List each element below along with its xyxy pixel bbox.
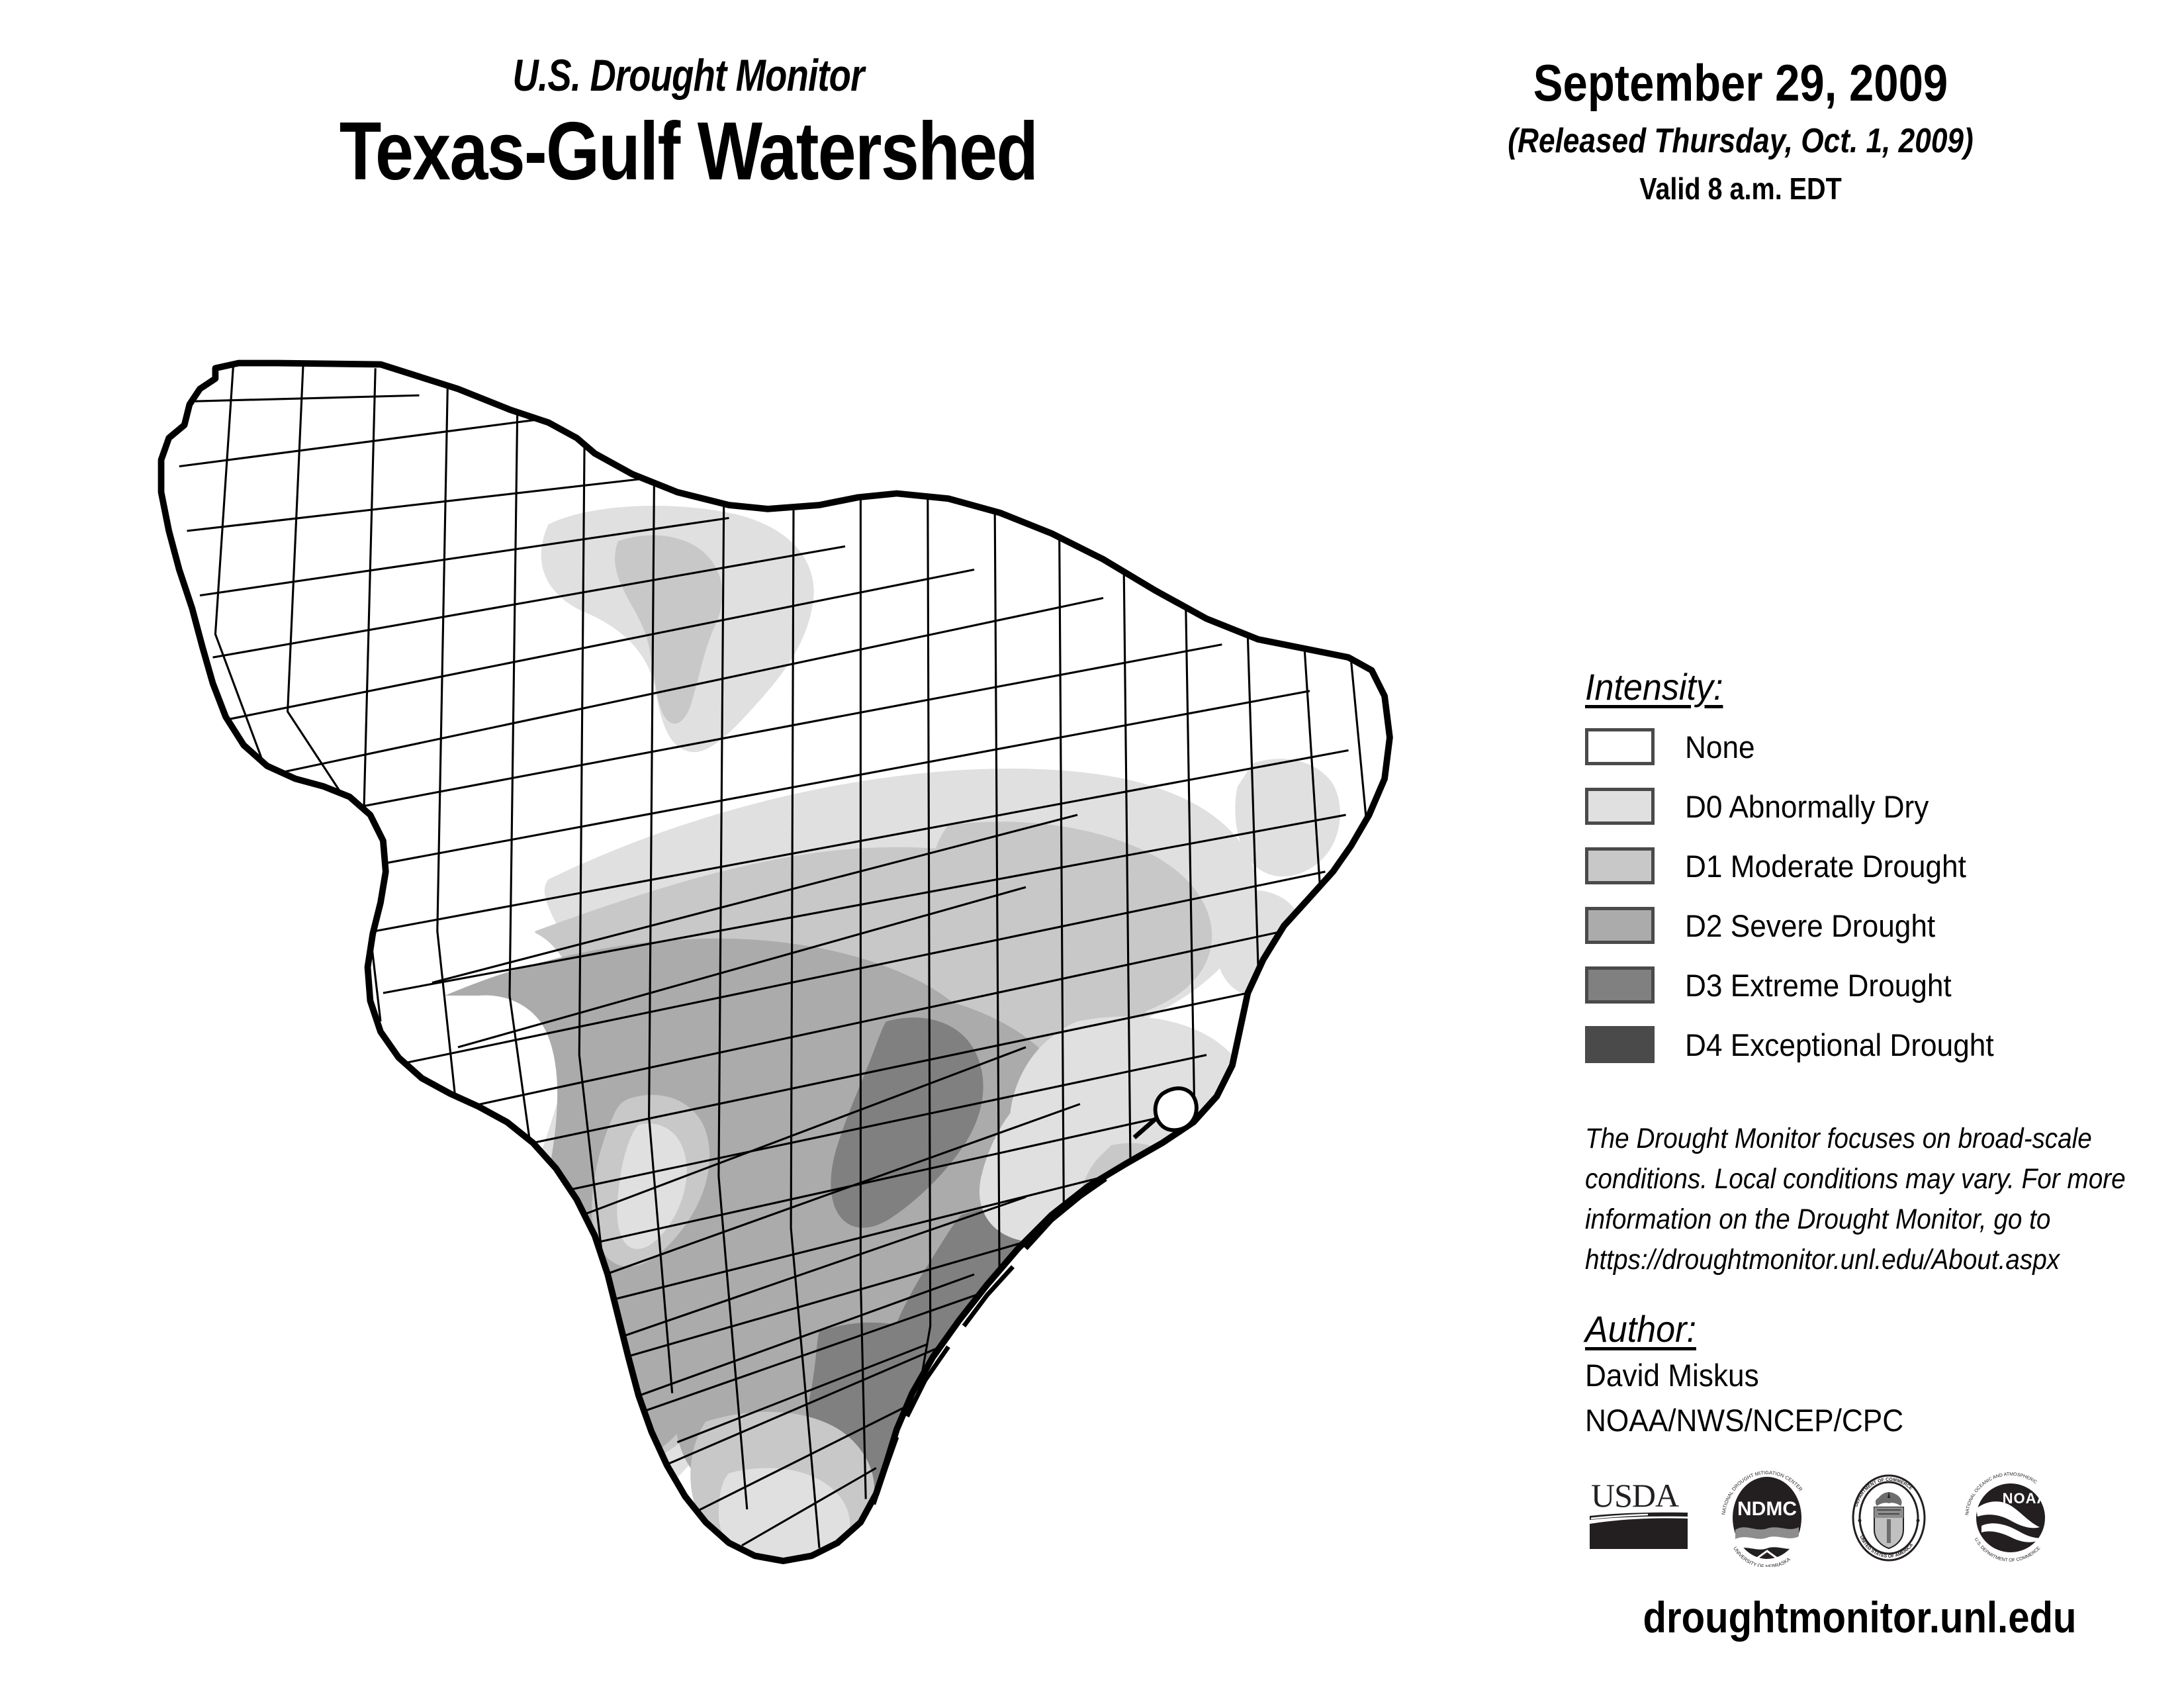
legend-swatch-none [1585,728,1655,765]
galveston-bay [1153,1086,1199,1133]
legend-label-d3: D3 Extreme Drought [1685,967,1952,1003]
legend-item-d1[interactable]: D1 Moderate Drought [1585,842,2101,890]
doc-logo[interactable]: DEPARTMENT OF COMMERCE UNITED STATES OF … [1840,1469,1938,1570]
drought-monitor-supertitle: U.S. Drought Monitor [512,50,865,101]
drought-map[interactable] [119,324,1416,1615]
date-block: September 29, 2009 (Released Thursday, O… [1443,56,2038,206]
author-block: Author: David Miskus NOAA/NWS/NCEP/CPC [1585,1307,2115,1440]
author-affiliation: NOAA/NWS/NCEP/CPC [1585,1403,1904,1438]
legend-swatch-d4 [1585,1026,1655,1063]
legend-label-d2: D2 Severe Drought [1685,908,1936,943]
legend-swatch-d3 [1585,966,1655,1004]
drought-area-d3-central [831,1017,983,1228]
author-name: David Miskus [1585,1358,1759,1393]
legend-label-none: None [1685,729,1755,765]
legend-label-d0: D0 Abnormally Dry [1685,788,1929,824]
legend-label-d4: D4 Exceptional Drought [1685,1027,1994,1062]
watershed-outline [158,359,1393,1564]
header: U.S. Drought Monitor Texas-Gulf Watershe… [0,0,2184,265]
legend: Intensity: None D0 Abnormally Dry D1 Mod… [1585,665,2101,1080]
county-boundaries [173,363,1378,1548]
legend-swatch-d2 [1585,907,1655,944]
disclaimer-line-1: The Drought Monitor focuses on broad-sca… [1585,1123,2092,1154]
release-date: (Released Thursday, Oct. 1, 2009) [1508,121,1974,160]
disclaimer-text: The Drought Monitor focuses on broad-sca… [1585,1119,2167,1280]
disclaimer-line-2: conditions. Local conditions may vary. F… [1585,1163,2126,1196]
legend-item-d3[interactable]: D3 Extreme Drought [1585,961,2101,1009]
legend-item-d4[interactable]: D4 Exceptional Drought [1585,1021,2101,1068]
valid-date: September 29, 2009 [1533,54,1948,112]
legend-title: Intensity: [1585,666,1723,708]
valid-time: Valid 8 a.m. EDT [1639,171,1842,207]
legend-item-d0[interactable]: D0 Abnormally Dry [1585,782,2101,830]
footer-url[interactable]: droughtmonitor.unl.edu [1643,1593,2077,1642]
svg-text:USDA: USDA [1591,1477,1679,1514]
disclaimer-link[interactable]: https://droughtmonitor.unl.edu/About.asp… [1585,1244,2060,1276]
title-block: U.S. Drought Monitor Texas-Gulf Watershe… [218,53,1158,195]
legend-swatch-d0 [1585,788,1655,825]
noaa-logo[interactable]: NOAA NATIONAL OCEANIC AND ATMOSPHERIC U.… [1962,1469,2060,1570]
svg-text:NOAA: NOAA [2003,1490,2048,1507]
ndmc-logo[interactable]: NDMC NATIONAL DROUGHT MITIGATION CENTER … [1718,1469,1816,1570]
legend-swatch-d1 [1585,847,1655,884]
disclaimer-line-3: information on the Drought Monitor, go t… [1585,1203,2051,1236]
legend-item-d2[interactable]: D2 Severe Drought [1585,902,2101,949]
svg-text:NDMC: NDMC [1737,1498,1797,1520]
page-title: Texas-Gulf Watershed [339,106,1038,197]
drought-area-d0-inner-hole [617,1123,687,1249]
usda-logo[interactable]: USDA [1588,1475,1694,1564]
logo-row: USDA NDMC NATIONAL DROUGHT MITIGATION CE… [1588,1460,2118,1579]
legend-item-none[interactable]: None [1585,723,2101,771]
legend-label-d1: D1 Moderate Drought [1685,848,1966,884]
drought-map-svg[interactable] [119,324,1416,1615]
author-title: Author: [1585,1308,1696,1350]
